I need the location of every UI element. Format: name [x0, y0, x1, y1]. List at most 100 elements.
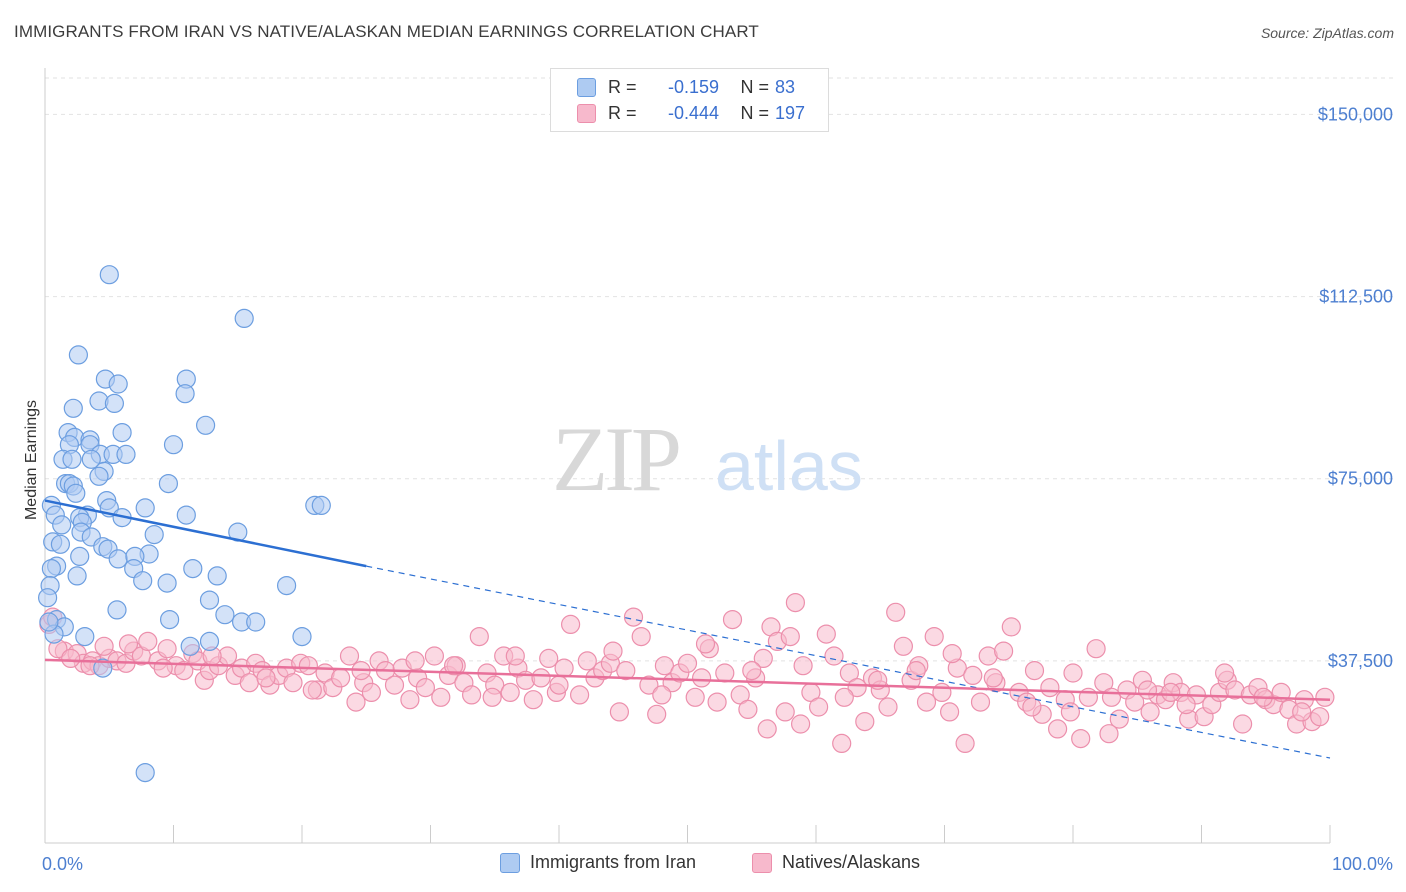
point-natives-alaskans: [652, 685, 672, 705]
point-natives-alaskans: [816, 624, 836, 644]
point-natives-alaskans: [677, 653, 698, 673]
point-natives-alaskans: [939, 702, 960, 722]
point-natives-alaskans: [855, 711, 875, 732]
point-immigrants-iran: [199, 590, 220, 610]
point-immigrants-iran: [67, 566, 87, 586]
watermark-zip: ZIP: [552, 408, 679, 510]
point-natives-alaskans: [1137, 680, 1158, 700]
point-immigrants-iran: [135, 498, 155, 518]
point-natives-alaskans: [738, 699, 758, 720]
point-immigrants-iran: [50, 534, 71, 554]
point-natives-alaskans: [932, 682, 952, 703]
point-natives-alaskans: [616, 660, 636, 681]
point-natives-alaskans: [539, 648, 559, 669]
point-natives-alaskans: [384, 675, 405, 695]
point-natives-alaskans: [1232, 714, 1253, 734]
point-natives-alaskans: [785, 592, 806, 613]
point-immigrants-iran: [246, 612, 266, 632]
point-natives-alaskans: [405, 651, 425, 671]
point-natives-alaskans: [424, 646, 444, 666]
point-natives-alaskans: [531, 668, 551, 688]
point-natives-alaskans: [623, 607, 644, 627]
point-natives-alaskans: [970, 692, 991, 712]
point-immigrants-iran: [311, 495, 331, 515]
grid-lines: [45, 77, 1396, 662]
axes: [44, 68, 1331, 844]
point-immigrants-iran: [135, 762, 155, 783]
point-natives-alaskans: [955, 733, 975, 754]
chart-source: Source: ZipAtlas.com: [1260, 25, 1394, 41]
point-natives-alaskans: [346, 692, 366, 712]
point-natives-alaskans: [639, 675, 659, 695]
point-natives-alaskans: [647, 704, 667, 724]
point-natives-alaskans: [893, 636, 914, 656]
point-natives-alaskans: [1024, 660, 1045, 681]
legend-row-pink: R = -0.444 N = 197: [551, 100, 805, 126]
legend-label-natives: Natives/Alaskans: [782, 852, 921, 872]
point-immigrants-iran: [108, 549, 128, 569]
trend-lines: [44, 499, 1331, 759]
legend-r-value: -0.159: [667, 76, 719, 97]
point-natives-alaskans: [834, 687, 854, 707]
point-natives-alaskans: [444, 656, 464, 676]
y-tick-label: $112,500: [1319, 287, 1393, 307]
y-tick-label: $37,500: [1328, 651, 1393, 671]
point-natives-alaskans: [298, 656, 318, 676]
point-natives-alaskans: [569, 685, 590, 705]
legend-swatch-natives: [752, 852, 772, 873]
point-immigrants-iran: [68, 345, 89, 365]
point-immigrants-iran: [99, 265, 119, 285]
point-natives-alaskans: [302, 680, 322, 700]
point-natives-alaskans: [1047, 719, 1068, 739]
legend-swatch-blue: [577, 77, 596, 97]
point-natives-alaskans: [924, 626, 944, 647]
x-tick-label-max: 100.0%: [1332, 854, 1393, 874]
chart-title: IMMIGRANTS FROM IRAN VS NATIVE/ALASKAN M…: [14, 22, 759, 41]
point-natives-alaskans: [482, 687, 502, 707]
axis-labels: $37,500 $75,000 $112,500 $150,000 0.0% 100.0%: [42, 104, 1393, 874]
point-natives-alaskans: [808, 697, 829, 717]
point-natives-alaskans: [283, 673, 303, 693]
point-immigrants-iran: [196, 415, 216, 435]
y-tick-label: $150,000: [1318, 104, 1393, 124]
point-natives-alaskans: [1086, 639, 1106, 659]
point-natives-alaskans: [1099, 724, 1119, 744]
point-natives-alaskans: [138, 631, 158, 652]
point-natives-alaskans: [174, 660, 194, 681]
point-natives-alaskans: [153, 658, 173, 678]
legend-row-blue: R = -0.159 N = 83: [551, 74, 795, 100]
x-tick-label-min: 0.0%: [42, 854, 83, 874]
point-immigrants-iran: [93, 658, 113, 678]
point-natives-alaskans: [983, 668, 1003, 688]
point-natives-alaskans: [118, 634, 139, 654]
point-natives-alaskans: [695, 634, 716, 654]
point-natives-alaskans: [963, 665, 983, 686]
point-natives-alaskans: [707, 692, 727, 712]
point-natives-alaskans: [94, 636, 114, 656]
point-natives-alaskans: [609, 702, 630, 722]
point-immigrants-iran: [183, 558, 203, 579]
point-immigrants-iran: [108, 374, 128, 394]
point-immigrants-iran: [180, 636, 200, 656]
point-natives-alaskans: [523, 690, 543, 710]
point-natives-alaskans: [722, 609, 743, 630]
point-natives-alaskans: [500, 682, 520, 703]
point-immigrants-iran: [234, 308, 254, 328]
trend-line-iran-projection: [366, 565, 1331, 759]
point-natives-alaskans: [715, 663, 735, 683]
legend-item-natives: Natives/Alaskans: [752, 852, 920, 873]
point-immigrants-iran: [41, 558, 62, 579]
legend-item-iran: Immigrants from Iran: [500, 852, 696, 873]
point-natives-alaskans: [1176, 694, 1196, 715]
point-natives-alaskans: [157, 639, 177, 659]
point-natives-alaskans: [1140, 702, 1160, 722]
legend-n-value: 197: [775, 102, 806, 123]
point-natives-alaskans: [775, 702, 795, 722]
point-natives-alaskans: [1063, 663, 1083, 683]
point-natives-alaskans: [415, 677, 435, 698]
point-natives-alaskans: [400, 690, 420, 710]
y-axis-title: Median Earnings: [23, 400, 40, 520]
point-natives-alaskans: [1161, 682, 1181, 703]
point-natives-alaskans: [631, 626, 651, 647]
